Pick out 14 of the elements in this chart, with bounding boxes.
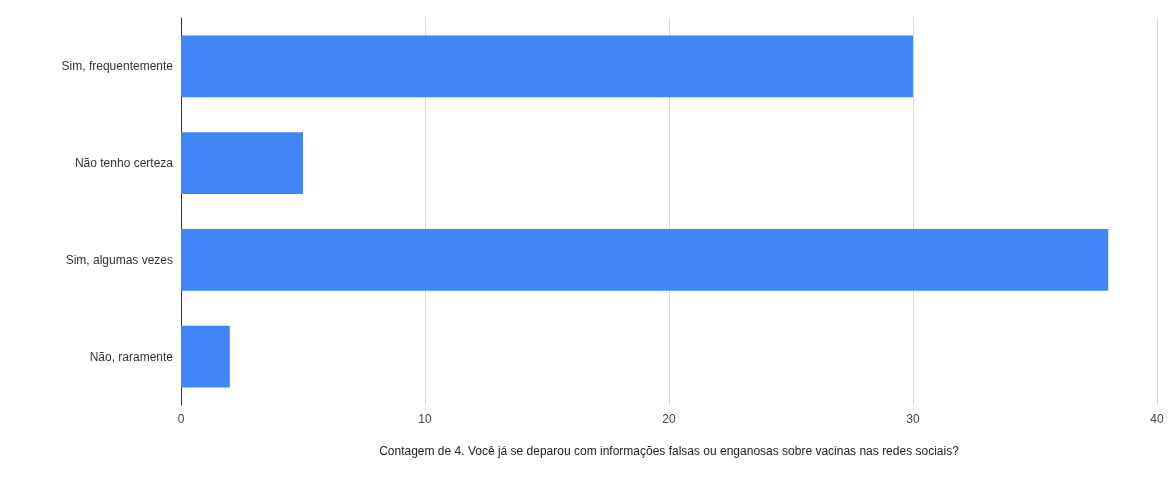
x-tick-label: 0 <box>177 412 185 426</box>
y-tick-label: Não, raramente <box>89 349 174 364</box>
x-tick-label: 30 <box>906 412 920 426</box>
x-axis-title: Contagem de 4. Você já se deparou com informações falsas ou enganosas sobre vacinas nas redes sociais? <box>379 444 960 458</box>
y-tick-label: Sim, frequentemente <box>61 59 174 74</box>
x-tick-label: 40 <box>1150 412 1164 426</box>
x-tick-label: 20 <box>662 412 676 426</box>
y-tick-label: Não tenho certeza <box>74 156 174 171</box>
bar <box>181 228 1109 291</box>
bar <box>181 132 303 195</box>
bar <box>181 325 230 388</box>
x-tick-label: 10 <box>418 412 432 426</box>
y-tick-label: Sim, algumas vezes <box>65 252 173 267</box>
bar <box>181 35 913 98</box>
